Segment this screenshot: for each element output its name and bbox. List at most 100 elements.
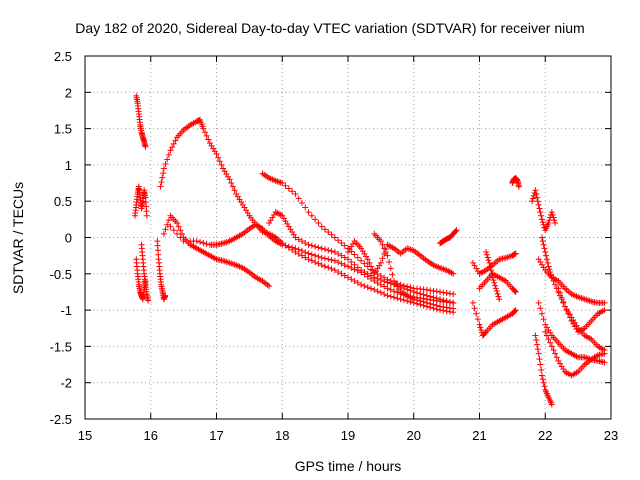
data-point <box>414 297 421 304</box>
data-point <box>552 350 559 357</box>
data-point <box>216 158 223 165</box>
data-point <box>203 132 210 139</box>
data-point <box>493 288 500 295</box>
data-point <box>215 154 222 161</box>
data-point <box>539 238 546 245</box>
data-point <box>200 125 207 132</box>
data-point <box>512 288 519 295</box>
data-point <box>318 223 325 230</box>
data-point <box>351 261 358 268</box>
x-tick-label: 23 <box>604 428 618 443</box>
data-point <box>561 303 568 310</box>
y-tick-label: -1 <box>60 303 72 318</box>
data-point <box>471 305 478 312</box>
data-point <box>450 291 457 298</box>
data-point <box>364 270 371 277</box>
data-point <box>354 279 361 286</box>
data-point <box>377 276 384 283</box>
data-point <box>532 187 539 194</box>
data-point <box>417 290 424 297</box>
data-point <box>174 230 181 237</box>
data-point <box>490 277 497 284</box>
data-point <box>160 230 167 237</box>
data-point <box>601 359 608 366</box>
data-point <box>538 310 545 317</box>
data-point <box>400 297 407 304</box>
series-arc-n <box>509 174 522 190</box>
grid-layer <box>84 55 612 420</box>
data-point <box>381 291 388 298</box>
data-point <box>302 254 309 261</box>
data-point <box>338 239 345 246</box>
data-point <box>341 262 348 269</box>
data-point <box>164 156 171 163</box>
data-point <box>145 297 152 304</box>
data-point <box>292 245 299 252</box>
data-point <box>305 250 312 257</box>
data-point <box>404 298 411 305</box>
data-point <box>487 263 494 270</box>
plot-frame <box>84 55 612 420</box>
data-point <box>312 252 319 259</box>
data-point <box>539 219 546 226</box>
data-point <box>193 238 200 245</box>
data-point <box>410 296 417 303</box>
data-point <box>172 137 179 144</box>
data-point <box>305 241 312 248</box>
data-point <box>358 267 365 274</box>
data-point <box>364 256 371 263</box>
data-point <box>348 264 355 271</box>
data-point <box>328 248 335 255</box>
data-point <box>341 254 348 261</box>
data-point <box>552 281 559 288</box>
data-point <box>298 247 305 254</box>
data-point <box>560 298 567 305</box>
data-point <box>565 310 572 317</box>
data-point <box>484 254 491 261</box>
data-point <box>536 356 543 363</box>
data-point <box>335 268 342 275</box>
data-point <box>377 289 384 296</box>
data-point <box>315 253 322 260</box>
data-point <box>538 234 545 241</box>
data-point <box>540 379 547 386</box>
data-point <box>382 249 389 256</box>
x-axis-label: GPS time / hours <box>295 458 402 474</box>
data-point <box>515 183 522 190</box>
data-point <box>308 251 315 258</box>
data-point <box>345 263 351 270</box>
data-point <box>492 285 499 292</box>
data-point <box>534 194 541 201</box>
data-point <box>295 246 302 253</box>
data-point <box>545 336 552 343</box>
data-point <box>550 278 557 285</box>
data-point <box>279 241 286 248</box>
data-point <box>379 255 386 262</box>
data-point <box>335 250 342 257</box>
data-point <box>437 288 444 295</box>
data-point <box>321 255 328 262</box>
data-point <box>364 284 371 291</box>
x-tick-label: 16 <box>144 428 158 443</box>
data-point <box>397 296 404 303</box>
data-point <box>550 347 557 354</box>
data-point <box>548 343 555 350</box>
data-point <box>387 286 394 293</box>
data-point <box>381 245 388 252</box>
data-point <box>443 290 450 297</box>
y-axis-label: SDTVAR / TECUs <box>10 182 26 294</box>
data-point <box>485 257 492 264</box>
series-arc-p <box>469 299 519 339</box>
data-point <box>496 296 503 303</box>
data-point <box>437 303 444 310</box>
data-point <box>325 264 332 271</box>
series-arc-r <box>483 249 503 303</box>
data-point <box>547 339 554 346</box>
data-point <box>547 268 554 275</box>
data-point <box>534 198 541 205</box>
data-point <box>538 216 545 223</box>
data-point <box>312 259 319 266</box>
data-point <box>511 288 518 295</box>
data-point <box>328 231 335 238</box>
